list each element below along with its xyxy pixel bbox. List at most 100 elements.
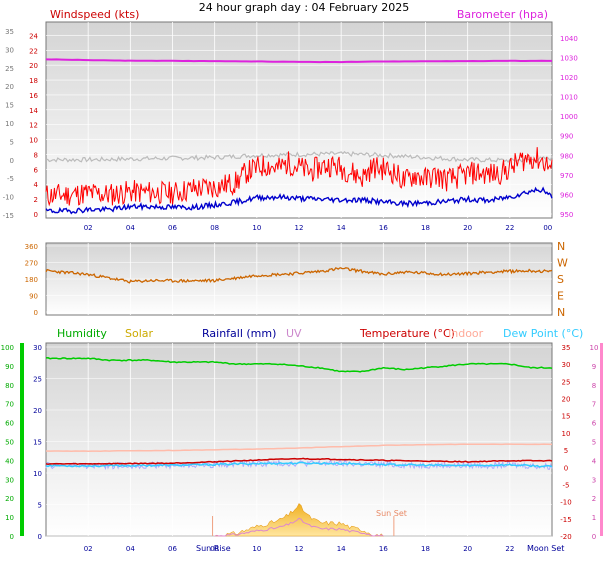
wind-tick-label: 0 <box>34 211 38 219</box>
temp-tick-label: -15 <box>560 516 571 524</box>
x-tick-label: 04 <box>126 224 135 232</box>
uv-label: UV <box>286 327 302 340</box>
temp-tick-label: -10 <box>560 499 571 507</box>
x-tick-label: 02 <box>84 224 93 232</box>
x-tick-label: 10 <box>252 224 261 232</box>
wind-tick-label: 20 <box>29 62 38 70</box>
x-tick-label: 20 <box>463 545 472 553</box>
humidity-tick-label: 100 <box>1 344 14 352</box>
wind-outer-tick-label: 30 <box>5 46 14 54</box>
temp-tick-label: -5 <box>563 481 570 489</box>
rain-tick-label: 5 <box>38 502 42 510</box>
indoor-label: Indoor <box>448 327 484 340</box>
temp-tick-label: 15 <box>562 413 571 421</box>
humidity-tick-label: 10 <box>5 514 14 522</box>
dew-point-line <box>45 461 553 468</box>
uv-tick-label: 8 <box>592 382 596 390</box>
rain-tick-label: 0 <box>38 533 42 541</box>
uv-tick-label: 4 <box>592 457 597 465</box>
rain-tick-label: 10 <box>33 470 42 478</box>
wind-outer-tick-label: 20 <box>5 83 14 91</box>
compass-label: S <box>557 273 564 286</box>
wind-tick-label: 14 <box>29 107 38 115</box>
x-tick-label: 16 <box>379 224 388 232</box>
baro-tick-label: 970 <box>560 172 573 180</box>
wind-tick-label: 16 <box>29 92 38 100</box>
baro-label: Barometer (hpa) <box>457 8 548 21</box>
baro-tick-label: 980 <box>560 152 573 160</box>
humidity-tick-label: 80 <box>5 382 14 390</box>
uv-axis-bar <box>600 343 603 536</box>
solar-area <box>214 503 385 537</box>
x-tick-label: 16 <box>379 545 388 553</box>
humidity-line <box>45 357 553 373</box>
direction-tick-label: 360 <box>25 243 38 251</box>
compass-label: W <box>557 257 568 270</box>
wind-tick-label: 18 <box>29 77 38 85</box>
sunrise-label: Sun Rise <box>196 544 231 553</box>
dewpoint-label: Dew Point (°C) <box>503 327 583 340</box>
temp-tick-label: 25 <box>562 378 571 386</box>
uv-tick-label: 10 <box>590 344 599 352</box>
humidity-tick-label: 50 <box>5 439 14 447</box>
x-tick-label: 18 <box>421 545 430 553</box>
wind-outer-tick-label: 0 <box>10 157 14 165</box>
uv-tick-label: 1 <box>592 514 596 522</box>
x-tick-label: 08 <box>210 224 219 232</box>
direction-tick-label: 180 <box>25 276 38 284</box>
temp-tick-label: 30 <box>562 361 571 369</box>
wind-tick-label: 6 <box>34 166 39 174</box>
wind-tick-label: 2 <box>34 196 38 204</box>
uv-line <box>214 517 384 537</box>
wind-outer-tick-label: -15 <box>3 212 14 220</box>
baro-tick-label: 960 <box>560 191 573 199</box>
indoor-temp-line <box>45 443 553 453</box>
rain-tick-label: 15 <box>33 439 42 447</box>
gust-line <box>45 147 553 207</box>
temp-tick-label: 10 <box>562 430 571 438</box>
x-tick-label: 02 <box>84 545 93 553</box>
direction-tick-label: 0 <box>34 309 38 317</box>
temp-tick-label: 20 <box>562 396 571 404</box>
humidity-tick-label: 70 <box>5 401 14 409</box>
temp-tick-label: -20 <box>560 533 571 541</box>
wind-tick-label: 22 <box>29 47 38 55</box>
rain-tick-label: 30 <box>33 344 42 352</box>
baro-tick-label: 1000 <box>560 113 578 121</box>
uv-tick-label: 2 <box>592 495 596 503</box>
uv-tick-label: 9 <box>592 363 596 371</box>
temp-tick-label: 0 <box>564 464 568 472</box>
x-tick-label: 08 <box>210 545 219 553</box>
moonset-label: Moon Set <box>527 544 564 553</box>
baro-tick-label: 1030 <box>560 54 578 62</box>
x-tick-label: 22 <box>505 224 514 232</box>
humidity-label: Humidity <box>57 327 107 340</box>
uv-tick-label: 5 <box>592 439 596 447</box>
x-tick-label: 04 <box>126 545 135 553</box>
wind-outer-tick-label: 10 <box>5 120 14 128</box>
baro-tick-label: 1040 <box>560 35 578 43</box>
wind-tick-label: 8 <box>34 151 38 159</box>
humidity-tick-label: 0 <box>10 533 14 541</box>
rain-tick-label: 25 <box>33 376 42 384</box>
humidity-tick-label: 20 <box>5 495 14 503</box>
temperature-line <box>45 457 553 465</box>
x-tick-label: 12 <box>295 545 304 553</box>
direction-tick-label: 270 <box>25 260 38 268</box>
wind-tick-label: 4 <box>34 181 39 189</box>
uv-tick-label: 0 <box>592 533 596 541</box>
humidity-tick-label: 30 <box>5 476 14 484</box>
rain-tick-label: 20 <box>33 407 42 415</box>
x-tick-label: 18 <box>421 224 430 232</box>
wind-label: Windspeed (kts) <box>50 8 139 21</box>
rain-label: Rainfall (mm) <box>202 327 276 340</box>
wind-tick-label: 24 <box>29 32 38 40</box>
wind-outer-tick-label: -5 <box>7 175 14 183</box>
grid-lines <box>46 22 552 537</box>
x-tick-label: 20 <box>463 224 472 232</box>
humidity-tick-label: 90 <box>5 363 14 371</box>
uv-tick-label: 7 <box>592 401 596 409</box>
baro-tick-label: 1020 <box>560 74 578 82</box>
